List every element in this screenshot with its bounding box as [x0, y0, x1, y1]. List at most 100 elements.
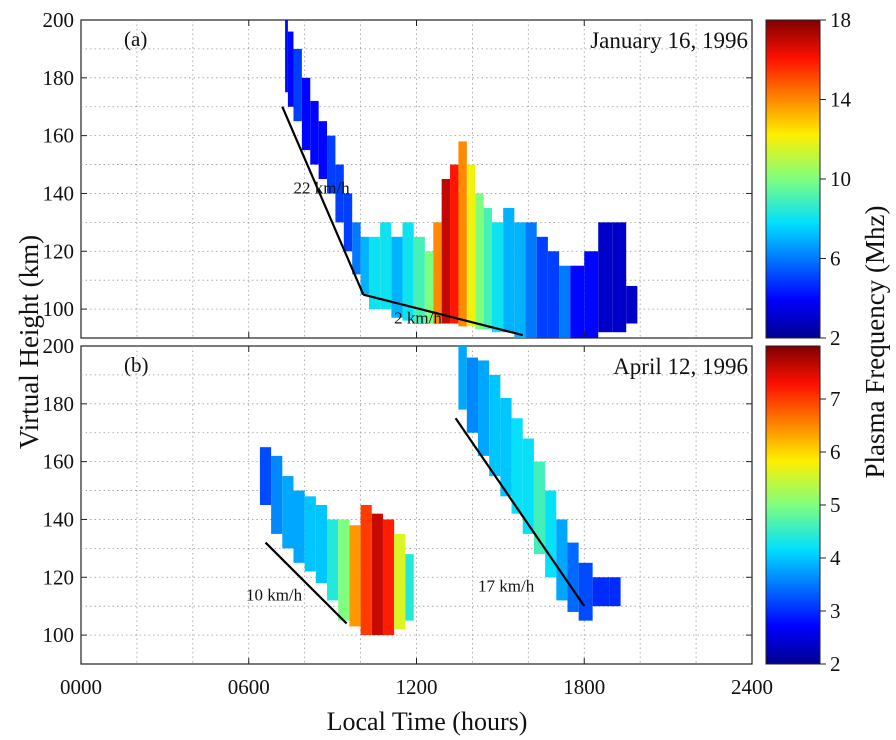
data-cell [352, 222, 361, 275]
colorbar-a: 2 6 10 14 18 [765, 8, 852, 350]
fit-speed-label: 10 km/h [246, 585, 303, 604]
panel-b-fit-lines: 10 km/h 17 km/h [246, 417, 586, 625]
data-cell [458, 346, 467, 410]
x-tick-label: 1800 [563, 675, 605, 699]
data-cell [318, 121, 328, 179]
colorbar-b-ticks: 2 3 4 5 6 7 [820, 387, 841, 676]
data-cell [483, 207, 492, 330]
data-cell [584, 251, 599, 338]
data-cell [259, 447, 272, 505]
data-cell [491, 222, 504, 333]
data-cell [433, 222, 442, 324]
data-cell [570, 265, 585, 338]
data-cell [327, 519, 339, 601]
fit-line [281, 106, 365, 296]
data-cell [626, 285, 638, 324]
colorbar-b-gradient [765, 345, 821, 665]
data-cell [315, 505, 328, 584]
data-cell [335, 164, 344, 223]
data-cell [360, 505, 372, 636]
data-cell [533, 461, 546, 555]
panel-a-y-ticks: 100 120 140 160 180 200 [43, 8, 752, 338]
data-cell [360, 236, 369, 295]
y-tick-label: 140 [43, 507, 75, 531]
data-cell [503, 207, 515, 333]
y-axis-title: Virtual Height (km) [14, 235, 44, 449]
data-cell [368, 236, 381, 310]
data-cell [545, 490, 557, 578]
data-cell [424, 251, 434, 324]
data-cell [405, 554, 414, 621]
y-tick-label: 140 [43, 181, 75, 205]
panel-a-date: January 16, 1996 [590, 28, 748, 53]
x-axis-title: Local Time (hours) [327, 707, 528, 736]
x-tick-label: 0000 [60, 675, 102, 699]
colorbar-tick-label: 2 [830, 326, 841, 350]
fit-speed-label: 17 km/h [478, 577, 535, 596]
colorbar-title: Plasma Frequency (Mhz) [860, 206, 890, 479]
y-tick-label: 160 [43, 124, 75, 148]
colorbar-tick-label: 7 [830, 387, 841, 411]
fit-speed-label: 2 km/h [394, 309, 442, 328]
data-cell [441, 179, 451, 324]
x-tick-label: 2400 [731, 675, 773, 699]
y-tick-label: 200 [43, 334, 75, 358]
panel-b-y-ticks: 100 120 140 160 180 200 [43, 334, 752, 664]
x-axis-ticks: 0000 0600 1200 1800 2400 [60, 675, 773, 699]
y-tick-label: 120 [43, 565, 75, 589]
data-cell [413, 236, 425, 324]
data-cell [293, 490, 305, 563]
y-tick-label: 160 [43, 450, 75, 474]
data-cell [458, 141, 467, 327]
data-cell [293, 48, 302, 122]
panel-b-label: (b) [124, 353, 149, 377]
y-tick-label: 180 [43, 392, 75, 416]
data-cell [304, 496, 316, 572]
panel-a-fit-lines: 22 km/h 2 km/h [281, 106, 524, 337]
data-cell [567, 542, 579, 612]
colorbar-tick-label: 3 [830, 599, 841, 623]
data-cell [598, 222, 613, 333]
colorbar-tick-label: 4 [830, 546, 841, 570]
data-cell [612, 222, 627, 333]
data-cell [522, 438, 534, 534]
y-tick-label: 180 [43, 66, 75, 90]
data-cell [371, 513, 383, 636]
data-cell [287, 31, 294, 107]
data-cell [402, 222, 414, 321]
data-cell [282, 476, 294, 549]
y-tick-label: 120 [43, 239, 75, 263]
panel-a-label: (a) [124, 27, 147, 51]
data-cell [578, 562, 593, 621]
data-cell [450, 164, 459, 324]
y-tick-label: 200 [43, 8, 75, 32]
panel-b-data [259, 346, 621, 636]
data-cell [511, 418, 523, 514]
fit-speed-label: 22 km/h [293, 178, 350, 197]
data-cell [271, 455, 283, 534]
data-cell [310, 100, 319, 165]
data-cell [556, 519, 568, 601]
colorbar-tick-label: 18 [830, 8, 851, 32]
colorbar-a-gradient [765, 19, 821, 339]
panel-b: 10 km/h 17 km/h 100 120 140 160 180 200 0000 06… [43, 334, 774, 699]
data-cell [338, 519, 350, 621]
panel-a: 22 km/h 2 km/h 100 120 140 160 180 200 (a) Jan… [43, 8, 753, 339]
data-cell [475, 193, 484, 330]
data-cell [382, 519, 395, 636]
data-cell [592, 577, 610, 607]
colorbar-a-ticks: 2 6 10 14 18 [820, 8, 852, 350]
data-cell [285, 20, 288, 93]
fit-line [454, 417, 586, 607]
x-tick-label: 0600 [228, 675, 270, 699]
colorbar-tick-label: 14 [830, 88, 852, 112]
colorbar-tick-label: 6 [830, 440, 841, 464]
data-cell [478, 360, 490, 456]
data-cell [609, 577, 621, 607]
panel-a-data [285, 20, 638, 338]
data-cell [536, 236, 548, 338]
data-cell [547, 251, 560, 338]
data-cell [489, 374, 501, 477]
data-cell [525, 222, 537, 338]
